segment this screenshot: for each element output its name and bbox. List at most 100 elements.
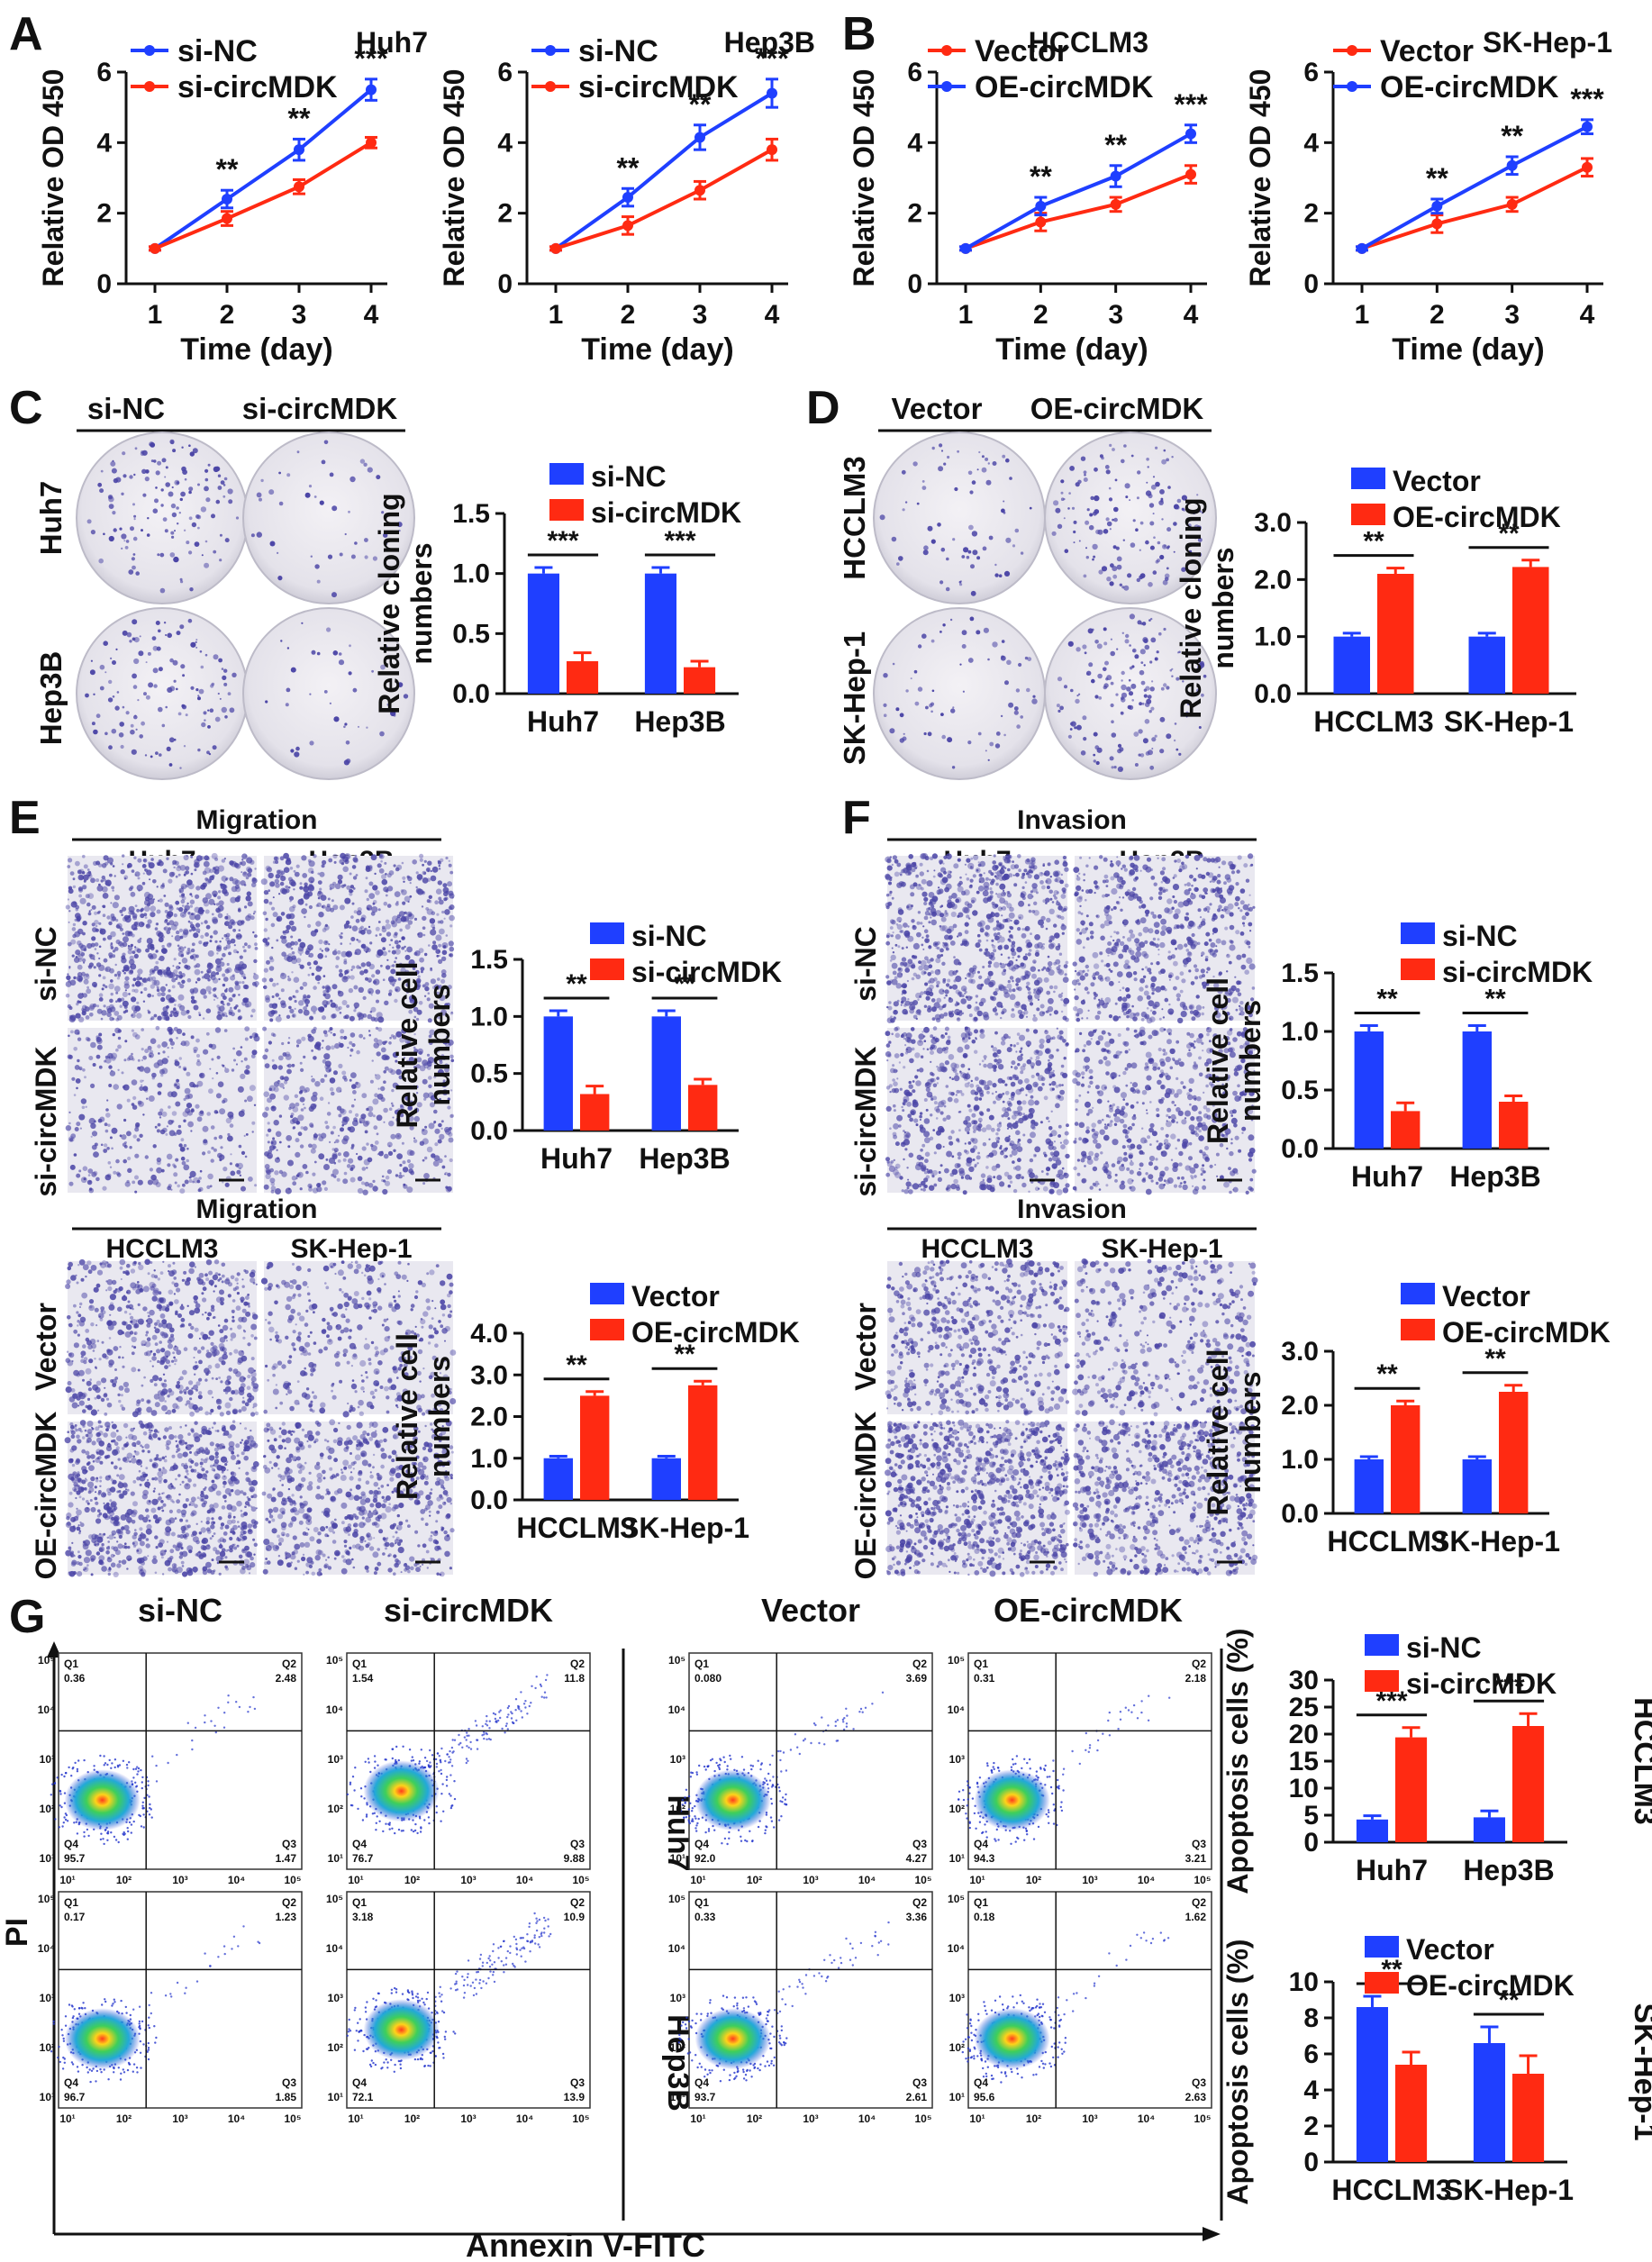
panel-letter-a: A bbox=[9, 8, 43, 60]
cell-dot bbox=[134, 871, 141, 877]
cell-dot bbox=[233, 944, 236, 947]
cell-dot bbox=[341, 1000, 348, 1005]
cell-dot bbox=[179, 984, 185, 989]
colony-dot bbox=[259, 497, 262, 502]
cell-dot bbox=[88, 1299, 95, 1304]
cell-dot bbox=[289, 1405, 295, 1412]
cell-dot bbox=[181, 1369, 187, 1376]
cell-dot bbox=[415, 886, 418, 889]
cell-dot bbox=[204, 1273, 208, 1277]
colony-dot bbox=[130, 526, 134, 531]
cell-dot bbox=[287, 886, 291, 889]
cell-dot bbox=[295, 1039, 302, 1045]
colony-dot bbox=[170, 503, 177, 509]
colony-dot bbox=[1132, 519, 1136, 522]
colony-dot bbox=[149, 441, 155, 447]
cell-dot bbox=[332, 904, 339, 911]
cell-dot bbox=[174, 1517, 177, 1520]
cell-dot bbox=[312, 1391, 314, 1394]
cell-dot bbox=[221, 1274, 225, 1278]
cell-dot bbox=[429, 1269, 435, 1276]
cell-dot bbox=[215, 966, 222, 972]
cell-dot bbox=[78, 1258, 86, 1266]
colony-dot bbox=[93, 693, 95, 695]
cell-dot bbox=[104, 1386, 106, 1389]
colony-dot bbox=[889, 728, 895, 734]
cell-dot bbox=[209, 1412, 213, 1415]
cell-dot bbox=[137, 1368, 141, 1372]
colony-dot bbox=[112, 511, 116, 515]
colony-dot bbox=[90, 659, 93, 662]
cell-dot bbox=[264, 1048, 269, 1053]
colony-dot bbox=[332, 650, 339, 656]
colony-dot bbox=[277, 551, 279, 555]
cell-dot bbox=[380, 1017, 383, 1020]
cell-dot bbox=[92, 1384, 99, 1391]
cell-dot bbox=[102, 893, 109, 899]
cell-dot bbox=[241, 1451, 245, 1456]
cell-dot bbox=[377, 1305, 383, 1311]
cell-dot bbox=[305, 1170, 309, 1175]
cell-dot bbox=[153, 1062, 160, 1068]
cell-dot bbox=[76, 914, 82, 921]
cell-dot bbox=[277, 1065, 283, 1070]
cell-dot bbox=[139, 1133, 143, 1139]
cell-dot bbox=[399, 1163, 403, 1167]
cell-dot bbox=[172, 965, 175, 967]
colony-dot bbox=[1175, 748, 1179, 751]
cell-dot bbox=[186, 1147, 189, 1150]
colony-dot bbox=[925, 705, 929, 710]
cell-dot bbox=[141, 1028, 144, 1031]
cell-dot bbox=[370, 1340, 375, 1345]
cell-dot bbox=[406, 1186, 413, 1194]
colony-dot bbox=[138, 650, 144, 657]
cell-dot bbox=[85, 1015, 90, 1020]
cell-dot bbox=[113, 986, 121, 993]
cell-dot bbox=[179, 1305, 185, 1311]
cell-dot bbox=[98, 957, 101, 960]
cell-dot bbox=[73, 1153, 77, 1157]
cell-dot bbox=[315, 921, 322, 927]
cell-dot bbox=[238, 929, 241, 931]
cell-dot bbox=[128, 914, 132, 919]
cell-dot bbox=[302, 1349, 309, 1357]
cell-dot bbox=[178, 891, 182, 894]
cell-dot bbox=[127, 1156, 132, 1161]
colony-dot bbox=[967, 740, 972, 745]
cell-dot bbox=[176, 1287, 181, 1293]
cell-dot bbox=[188, 1310, 195, 1316]
cell-dot bbox=[145, 1331, 150, 1334]
cell-dot bbox=[125, 1436, 128, 1439]
colony-dot bbox=[1097, 673, 1103, 679]
cell-dot bbox=[180, 1010, 187, 1016]
cell-dot bbox=[402, 1160, 406, 1165]
colony-dot bbox=[1148, 582, 1153, 587]
colony-dot bbox=[946, 557, 949, 561]
cell-dot bbox=[165, 1132, 168, 1136]
colony-dot bbox=[1174, 722, 1177, 725]
cell-dot bbox=[430, 978, 436, 985]
cell-dot bbox=[205, 1470, 209, 1474]
colony-dot bbox=[348, 510, 350, 513]
cell-dot bbox=[195, 894, 200, 899]
colony-dot bbox=[174, 530, 176, 532]
cell-dot bbox=[440, 969, 447, 975]
colony-dot bbox=[280, 640, 283, 642]
colony-dot bbox=[949, 618, 953, 622]
cell-dot bbox=[176, 907, 179, 911]
cell-dot bbox=[336, 1350, 340, 1356]
cell-dot bbox=[178, 1555, 183, 1559]
cell-dot bbox=[147, 1272, 150, 1276]
colony-dot bbox=[143, 692, 147, 696]
cell-dot bbox=[113, 1346, 119, 1351]
cell-dot bbox=[395, 902, 399, 906]
cell-dot bbox=[223, 1318, 229, 1323]
cell-dot bbox=[102, 1186, 107, 1191]
colony-dot bbox=[141, 450, 144, 454]
colony-dot bbox=[1201, 512, 1203, 514]
cell-dot bbox=[195, 1038, 200, 1043]
cell-dot bbox=[298, 1315, 305, 1322]
colony-dot bbox=[1196, 688, 1202, 694]
cell-dot bbox=[441, 1165, 446, 1169]
cell-dot bbox=[113, 875, 116, 877]
